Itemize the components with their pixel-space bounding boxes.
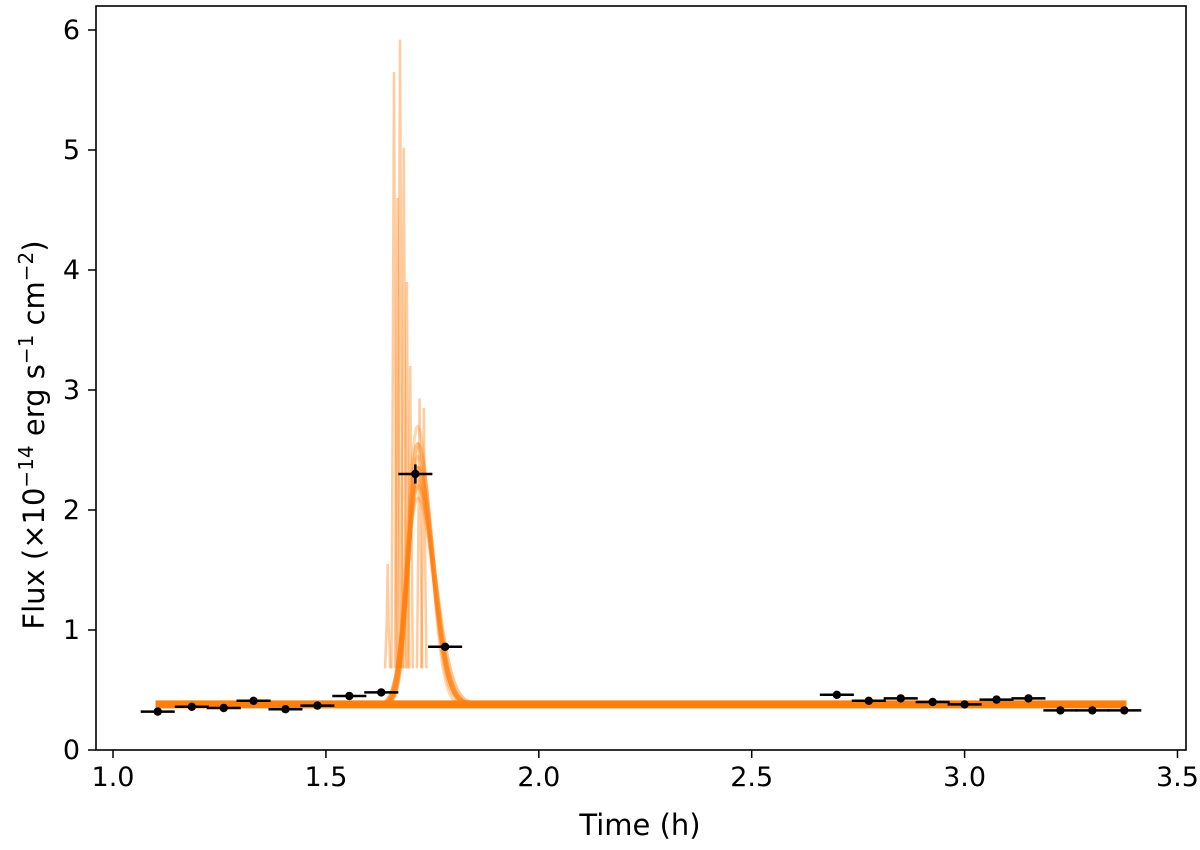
data-point [428,642,463,651]
data-marker [1024,694,1033,703]
data-marker [219,703,228,713]
y-tick-label: 4 [63,255,80,286]
x-axis-label: Time (h) [578,808,700,842]
data-point [851,696,886,705]
data-point [398,464,433,484]
x-tick-label: 2.0 [517,762,560,793]
data-point [206,703,241,713]
y-tick-label: 6 [63,15,80,46]
model-spike [420,407,428,669]
model-spike [406,365,415,669]
model-spike [415,398,424,669]
y-axis-label-prefix: Flux (×10 [17,488,51,630]
data-marker [896,694,905,703]
model-spike [403,281,411,669]
data-point [979,695,1014,704]
y-axis-label-exp3: −2 [14,252,38,281]
data-point [1043,706,1078,715]
data-marker [960,700,969,709]
x-tick-label: 1.0 [92,762,135,793]
data-point [174,702,209,711]
data-point [947,700,982,709]
data-marker [313,701,322,710]
data-point [1011,694,1046,703]
model-spike [400,147,408,669]
data-marker [281,705,290,714]
data-marker [1056,706,1065,715]
data-point [236,696,271,705]
data-points [140,464,1142,716]
y-axis-label-mid2: cm [17,281,51,334]
data-marker [153,707,162,716]
data-marker [377,688,386,697]
model-spike [390,71,398,669]
y-tick-label: 3 [63,375,80,406]
y-axis-label-mid1: erg s [17,364,51,445]
y-axis-label-suffix: ) [17,240,51,251]
data-marker [345,691,354,701]
data-point [915,697,950,707]
y-tick-label: 5 [63,135,80,166]
data-point [332,691,367,701]
model-spike [396,39,404,669]
data-point [819,690,854,699]
data-point [268,705,303,714]
data-marker [992,695,1001,704]
data-marker [832,690,842,699]
y-axis-ticks: 0 1 2 3 4 5 6 [63,15,96,766]
data-point [883,694,918,703]
data-marker [928,697,937,707]
y-tick-label: 1 [63,615,80,646]
data-marker [411,469,420,479]
data-point [364,688,399,697]
data-marker [249,696,258,705]
x-tick-label: 3.5 [1156,762,1199,793]
y-axis-label-exp1: −14 [14,445,38,487]
data-marker [1088,706,1097,715]
plot-frame [95,5,1187,751]
x-axis-ticks: 1.0 1.5 2.0 2.5 3.0 3.5 [92,750,1199,793]
y-axis-label: Flux (×10−14 erg s−1 cm−2) [14,240,51,629]
data-point [1107,706,1142,715]
x-tick-label: 3.0 [943,762,986,793]
model-spike [383,563,392,669]
data-marker [187,702,197,711]
model-spike [393,197,402,669]
data-marker [1120,706,1129,715]
data-marker [440,642,450,651]
data-marker [864,696,873,705]
x-tick-label: 2.5 [730,762,773,793]
y-tick-label: 0 [63,735,80,766]
data-point [1075,706,1110,715]
data-point [140,707,175,716]
y-axis-label-exp2: −1 [14,335,38,364]
x-tick-label: 1.5 [304,762,347,793]
data-point [300,701,335,710]
y-tick-label: 2 [63,495,80,526]
